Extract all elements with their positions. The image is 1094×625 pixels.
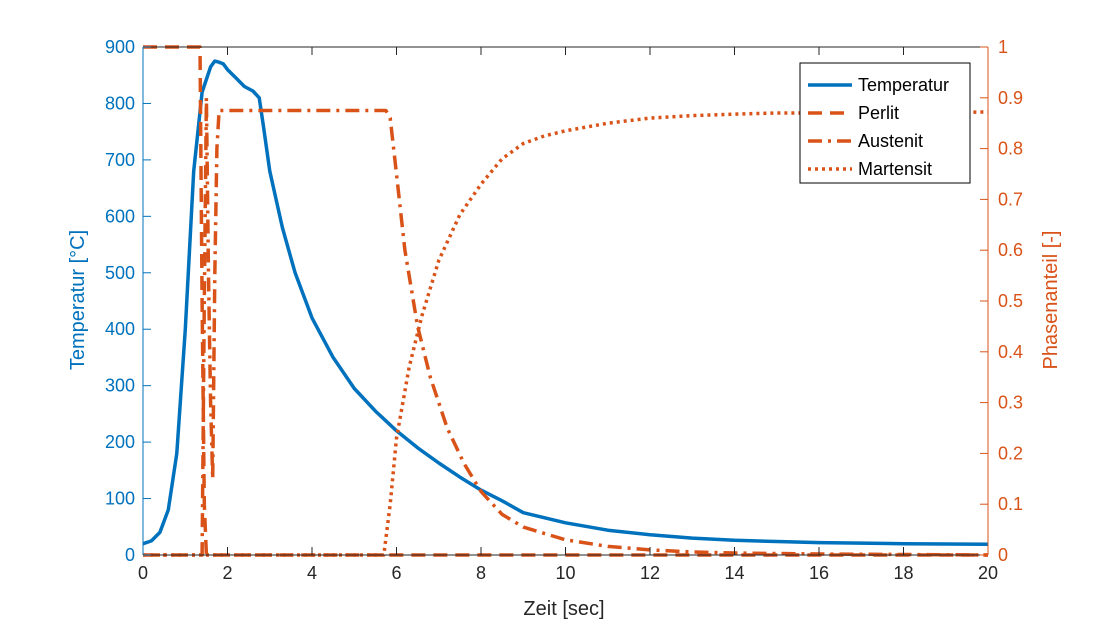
x-tick-label: 4	[307, 563, 317, 583]
x-tick-label: 10	[555, 563, 575, 583]
y-axis-left-title: Temperatur [°C]	[67, 230, 89, 370]
x-tick-label: 6	[391, 563, 401, 583]
y-right-tick-label: 0.8	[998, 139, 1023, 159]
legend-box	[799, 62, 971, 184]
x-axis-title: Zeit [sec]	[523, 598, 604, 620]
y-right-tick-label: 0	[998, 545, 1008, 565]
series-line-temperatur	[143, 59, 988, 547]
series-line-martensit	[143, 110, 988, 557]
y-right-tick-label: 0.7	[998, 189, 1023, 209]
y-left-tick-label: 900	[105, 37, 135, 57]
y-right-tick-label: 0.1	[998, 494, 1023, 514]
y-left-tick-label: 300	[105, 376, 135, 396]
y-right-tick-label: 0.2	[998, 443, 1023, 463]
y-left-tick-label: 400	[105, 319, 135, 339]
y-left-tick-label: 0	[125, 545, 135, 565]
y-axis-right-title: Phasenanteil [-]	[1040, 231, 1062, 370]
y-left-tick-label: 100	[105, 489, 135, 509]
x-tick-label: 18	[893, 563, 913, 583]
y-left-tick-label: 800	[105, 93, 135, 113]
x-tick-label: 16	[809, 563, 829, 583]
legend-label-perlit: Perlit	[858, 103, 899, 123]
y-right-tick-label: 0.4	[998, 342, 1023, 362]
x-tick-label: 2	[222, 563, 232, 583]
y-right-tick-label: 0.3	[998, 393, 1023, 413]
y-left-tick-label: 700	[105, 150, 135, 170]
legend: Temperatur Perlit Austenit Martensit	[799, 62, 971, 184]
y-right-tick-label: 0.5	[998, 291, 1023, 311]
x-tick-label: 8	[476, 563, 486, 583]
x-tick-label: 20	[978, 563, 998, 583]
x-tick-label: 12	[640, 563, 660, 583]
y-axis-left: 0 100 200 300 400 500 600 700 800 900	[105, 37, 151, 565]
y-right-tick-label: 1	[998, 37, 1008, 57]
x-tick-label: 14	[724, 563, 744, 583]
legend-label-austenit: Austenit	[858, 131, 923, 151]
y-axis-right: 0 0.1 0.2 0.3 0.4 0.5 0.6 0.7 0.8 0.9 1	[980, 37, 1023, 565]
legend-label-temperatur: Temperatur	[858, 75, 949, 95]
y-left-tick-label: 500	[105, 263, 135, 283]
y-right-tick-label: 0.9	[998, 88, 1023, 108]
series-line-austenit	[143, 96, 988, 557]
legend-label-martensit: Martensit	[858, 159, 932, 179]
y-left-tick-label: 600	[105, 206, 135, 226]
x-axis: 0 2 4 6 8 10 12 14 16 18 20	[138, 46, 998, 583]
y-right-tick-label: 0.6	[998, 240, 1023, 260]
y-left-tick-label: 200	[105, 432, 135, 452]
x-tick-label: 0	[138, 563, 148, 583]
